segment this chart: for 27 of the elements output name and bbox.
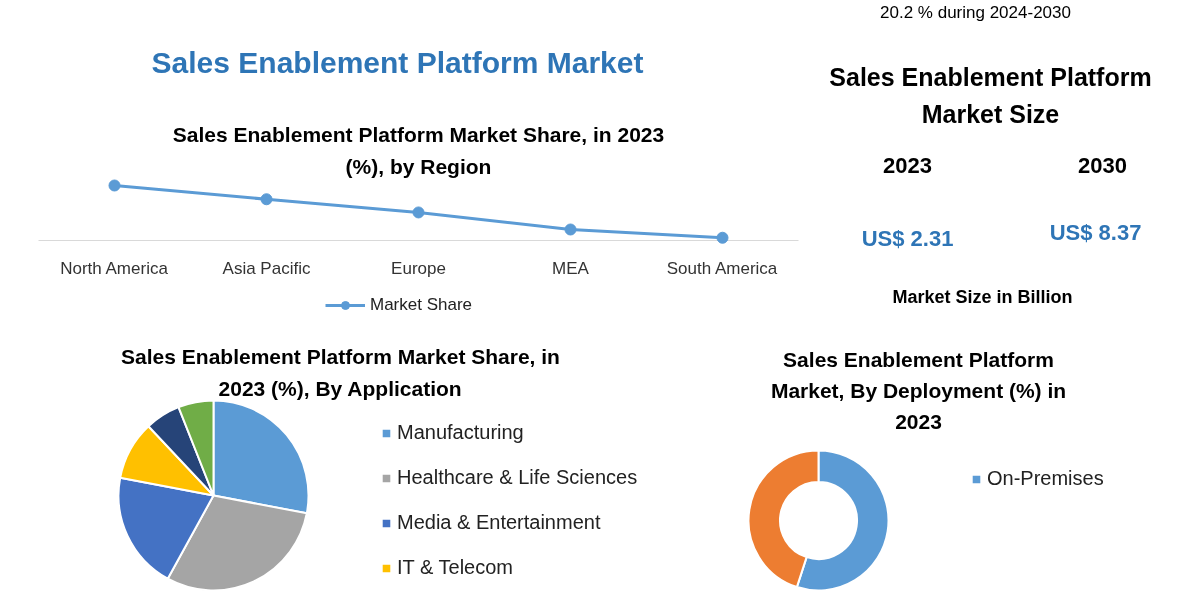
x-tick-label: Europe <box>391 259 446 278</box>
x-tick-label: North America <box>60 259 169 278</box>
x-tick-label: Asia Pacific <box>222 259 311 278</box>
point <box>564 223 577 236</box>
text: Sales Enablement Platform Market <box>151 46 644 79</box>
point <box>716 231 729 244</box>
legend-label: Healthcare & Life Sciences <box>397 466 638 489</box>
legend-label: Manufacturing <box>397 421 524 444</box>
x-tick-label: MEA <box>552 259 590 278</box>
point <box>260 193 273 206</box>
text: US$ 8.37 <box>1049 220 1142 245</box>
legend-label: Media & Entertainment <box>397 511 601 534</box>
chart-title: Sales Enablement Platform Market Share, in 2023 (%), by Region <box>172 123 665 178</box>
point <box>412 206 425 219</box>
x-tick-label: South America <box>666 259 778 278</box>
text: US$ 2.31 <box>861 226 954 251</box>
text: 20.2 % during 2024-2030 <box>880 3 1071 22</box>
chart-title: Sales Enablement Platform Market, By Deployment (%) in 2023 <box>770 347 1067 434</box>
legend-label: IT & Telecom <box>397 556 513 579</box>
chart-title: Sales Enablement Platform Market Share, in 2023 (%), By Application <box>121 345 560 400</box>
text: 2023 <box>883 153 932 178</box>
text: Market Size in Billion <box>892 286 1073 307</box>
text: Sales Enablement Platform Market Size <box>829 62 1152 129</box>
text: 2030 <box>1078 153 1127 178</box>
point <box>108 179 121 192</box>
legend-label: Market Share <box>370 295 473 315</box>
legend-label: On-Premises <box>987 467 1104 490</box>
